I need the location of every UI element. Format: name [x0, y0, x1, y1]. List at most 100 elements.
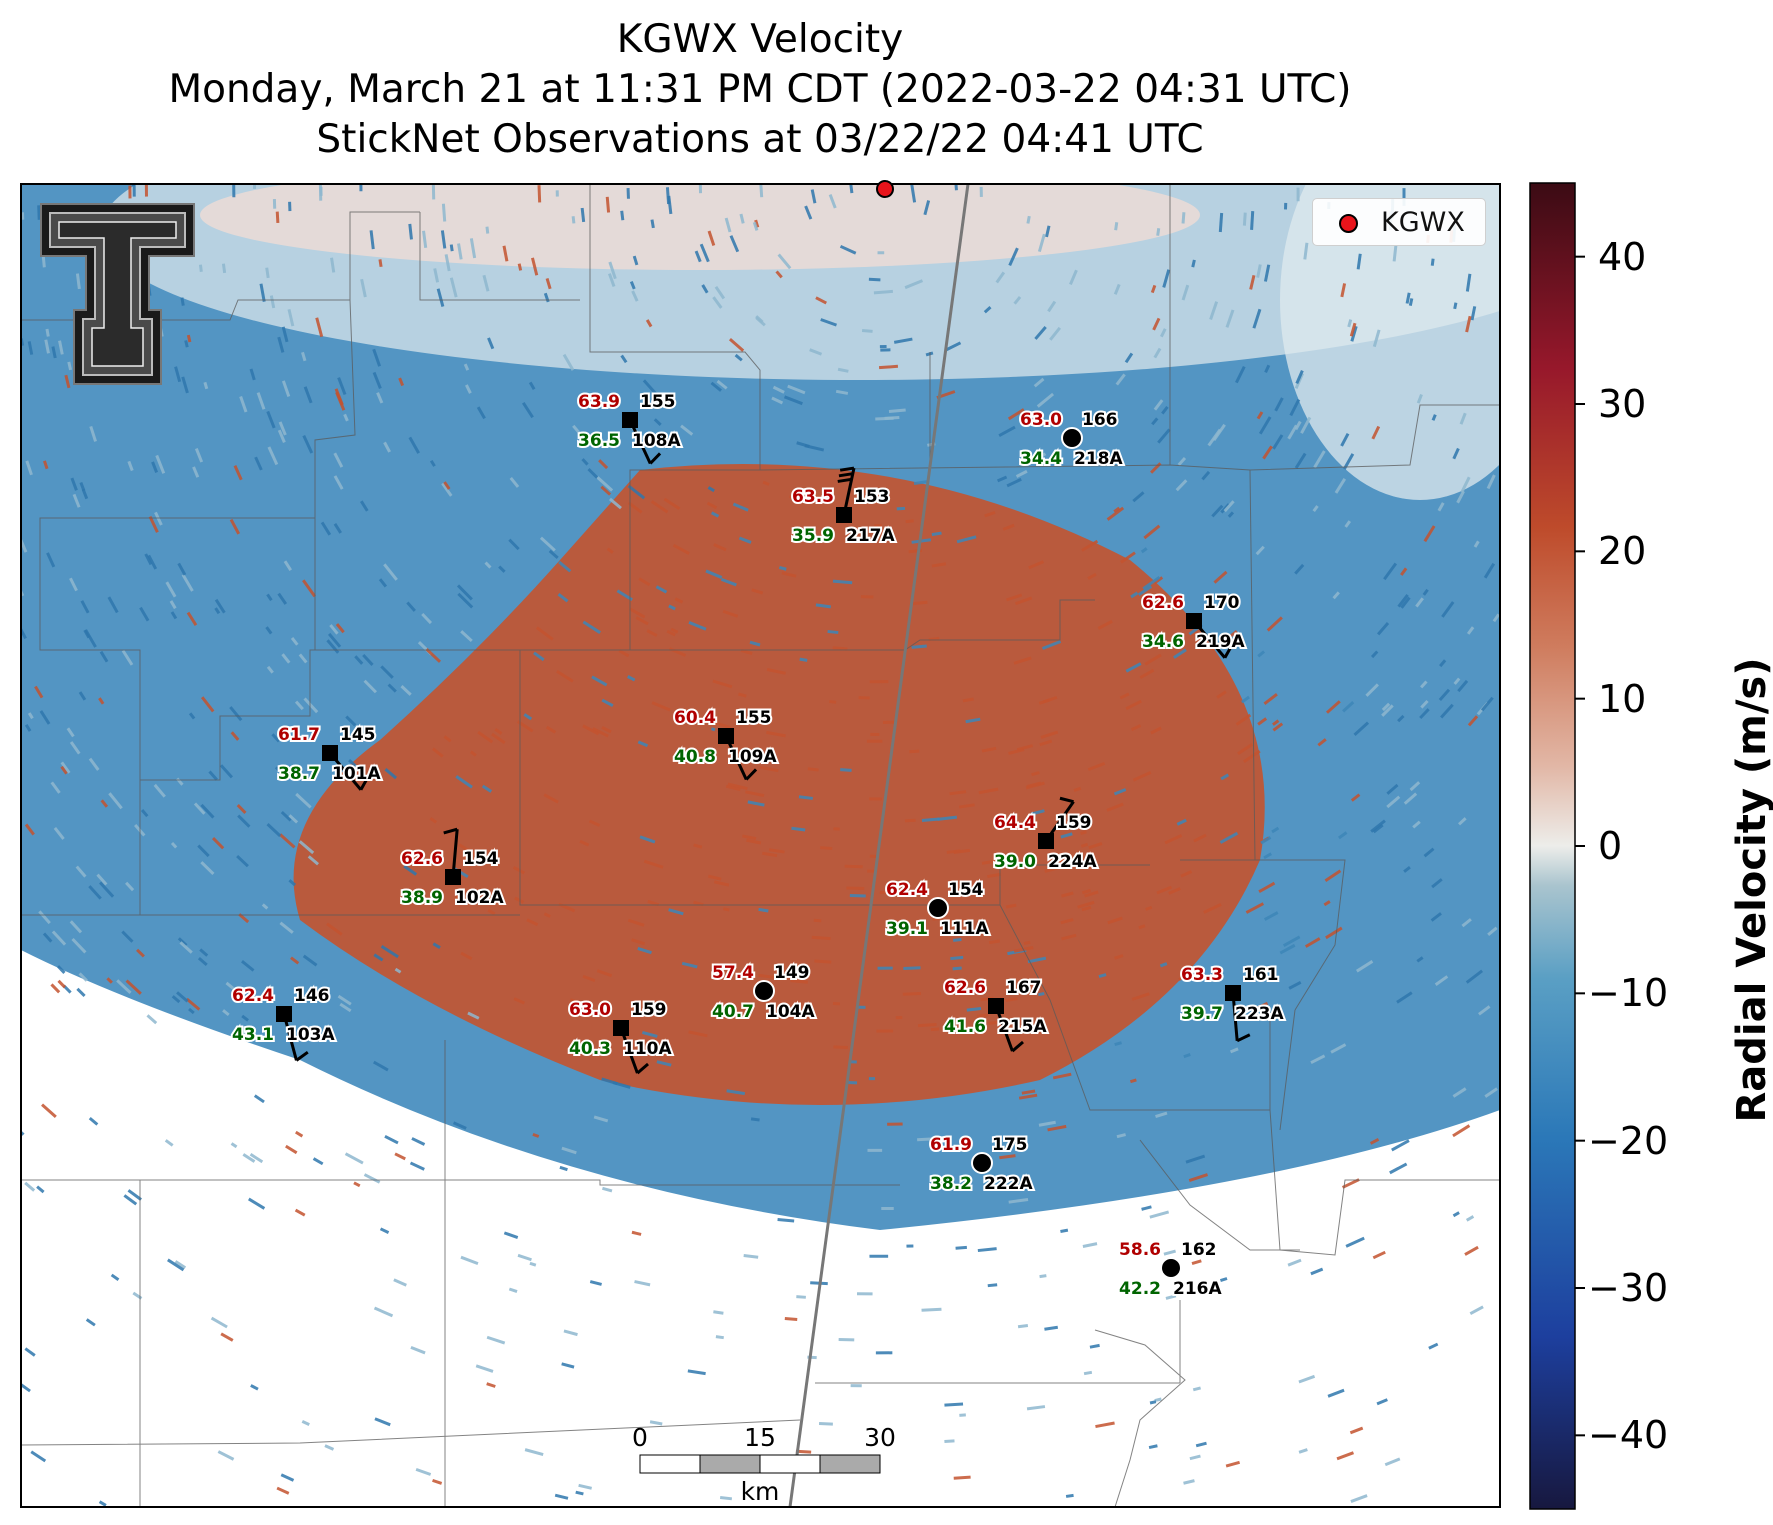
title-line-1: KGWX Velocity [616, 17, 904, 62]
colorbar-ticks [1575, 255, 1585, 1437]
pressure-label: 155 [640, 392, 676, 412]
pressure-label: 154 [463, 849, 499, 869]
dewpoint-label: 40.7 [712, 1002, 754, 1022]
station-circle-icon [753, 980, 775, 1002]
scale-bar [639, 1454, 881, 1474]
dewpoint-label: 38.7 [278, 764, 320, 784]
colorbar [1529, 182, 1576, 1510]
station-id-label: 109A [728, 747, 777, 767]
station-224A[interactable] [1038, 796, 1075, 849]
station-111A[interactable] [927, 897, 949, 919]
station-id-label: 102A [455, 888, 504, 908]
station-223A[interactable] [1225, 985, 1251, 1043]
dewpoint-label: 43.1 [232, 1025, 274, 1045]
station-110A[interactable] [613, 1020, 649, 1075]
station-square-icon [622, 412, 638, 428]
station-square-icon [276, 1006, 292, 1022]
colorbar-tick-label: 20 [1598, 529, 1647, 574]
station-102A[interactable] [443, 827, 461, 885]
station-id-label: 223A [1235, 1004, 1284, 1024]
pressure-label: 170 [1204, 593, 1240, 613]
pressure-label: 166 [1082, 410, 1118, 430]
temperature-label: 63.9 [578, 392, 620, 412]
scale-label-0: 0 [632, 1423, 648, 1452]
scale-label-30: 30 [864, 1423, 896, 1452]
station-215A[interactable] [988, 998, 1024, 1053]
station-103A[interactable] [276, 1006, 309, 1062]
temperature-label: 62.6 [1142, 593, 1184, 613]
station-square-icon [836, 507, 852, 523]
temperature-label: 58.6 [1119, 1240, 1161, 1260]
dewpoint-label: 42.2 [1119, 1279, 1161, 1299]
pressure-label: 145 [340, 725, 376, 745]
radar-site-marker[interactable] [876, 180, 894, 198]
station-id-label: 222A [984, 1174, 1033, 1194]
temperature-label: 57.4 [712, 963, 754, 983]
temperature-label: 63.5 [792, 487, 834, 507]
station-108A[interactable] [622, 412, 662, 465]
dewpoint-label: 40.8 [674, 747, 716, 767]
temperature-label: 62.4 [886, 880, 928, 900]
temperature-label: 64.4 [994, 813, 1036, 833]
station-222A[interactable] [971, 1152, 993, 1174]
station-218A[interactable] [1061, 427, 1083, 449]
radar-dot-icon [1339, 214, 1358, 233]
dewpoint-label: 39.7 [1181, 1004, 1223, 1024]
station-id-label: 103A [286, 1025, 335, 1045]
station-id-label: 218A [1074, 449, 1123, 469]
pressure-label: 167 [1006, 978, 1042, 998]
pressure-label: 153 [854, 487, 890, 507]
pressure-label: 155 [736, 708, 772, 728]
pressure-label: 149 [774, 963, 810, 983]
station-circle-icon [927, 897, 949, 919]
dewpoint-label: 38.2 [930, 1174, 972, 1194]
temperature-label: 60.4 [674, 708, 716, 728]
temperature-label: 63.0 [1020, 410, 1062, 430]
station-id-label: 219A [1196, 632, 1245, 652]
colorbar-tick-label: 30 [1598, 382, 1647, 426]
station-circle-icon [1160, 1257, 1182, 1279]
station-id-label: 111A [940, 919, 989, 939]
dewpoint-label: 39.1 [886, 919, 928, 939]
title-line-2: Monday, March 21 at 11:31 PM CDT (2022-0… [168, 67, 1352, 112]
scale-unit: km [740, 1477, 780, 1506]
sticknet-stations: 63.9 155 36.5 108A 63.0 166 34.4 218A 63.5 153 35.… [230, 390, 1286, 1301]
station-217A[interactable] [836, 466, 856, 523]
temperature-label: 61.9 [930, 1135, 972, 1155]
dewpoint-label: 35.9 [792, 526, 834, 546]
pressure-label: 162 [1181, 1240, 1217, 1260]
colorbar-tick-label: −20 [1588, 1118, 1669, 1163]
station-101A[interactable] [322, 745, 369, 791]
pressure-label: 175 [992, 1135, 1028, 1155]
station-square-icon [718, 728, 734, 744]
station-id-label: 104A [766, 1002, 815, 1022]
temperature-label: 62.4 [232, 986, 274, 1006]
station-109A[interactable] [718, 728, 758, 781]
county-boundaries [21, 184, 1500, 1507]
temperature-label: 61.7 [278, 725, 320, 745]
station-216A[interactable] [1160, 1257, 1182, 1279]
temperature-label: 62.6 [944, 978, 986, 998]
station-id-label: 108A [632, 431, 681, 451]
temperature-label: 62.6 [401, 849, 443, 869]
map-frame [20, 183, 1501, 1508]
pressure-label: 154 [948, 880, 984, 900]
station-circle-icon [1061, 427, 1083, 449]
dewpoint-label: 34.4 [1020, 449, 1062, 469]
station-square-icon [445, 869, 461, 885]
colorbar-tick-label: −10 [1588, 971, 1669, 1016]
dewpoint-label: 40.3 [569, 1039, 611, 1059]
legend-label: KGWX [1381, 207, 1465, 238]
pressure-label: 146 [294, 986, 330, 1006]
colorbar-label: Radial Velocity (m/s) [1729, 657, 1773, 1123]
temperature-label: 63.0 [569, 1000, 611, 1020]
title-line-3: StickNet Observations at 03/22/22 04:41 … [316, 117, 1204, 162]
station-id-label: 224A [1048, 852, 1097, 872]
station-219A[interactable] [1186, 613, 1233, 659]
colorbar-tick-label: −30 [1588, 1266, 1669, 1310]
colorbar-tick-label: 10 [1598, 676, 1647, 721]
dewpoint-label: 36.5 [578, 431, 620, 451]
dewpoint-label: 41.6 [944, 1017, 986, 1037]
station-104A[interactable] [753, 980, 775, 1002]
